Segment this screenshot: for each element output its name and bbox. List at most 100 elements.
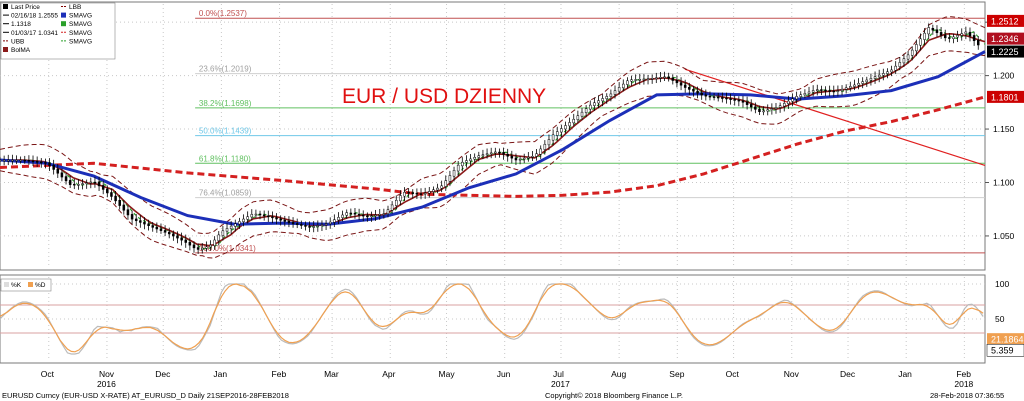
- price-candle-body: [0, 159, 2, 162]
- price-candle-body: [428, 191, 431, 194]
- price-candle-body: [250, 214, 254, 218]
- price-candle-body: [939, 32, 943, 36]
- price-candle-body: [52, 164, 55, 170]
- price-candle-body: [172, 233, 175, 237]
- price-candle-body: [361, 214, 365, 217]
- price-candle-body: [626, 80, 629, 85]
- price-candle-body: [906, 54, 910, 60]
- legend-swatch: [3, 47, 8, 52]
- price-candle-body: [935, 29, 939, 33]
- price-candle-body: [448, 175, 452, 182]
- price-candle-body: [948, 37, 951, 39]
- price-candle-body: [456, 164, 460, 172]
- price-candle-body: [547, 139, 551, 146]
- price-candle-body: [849, 86, 852, 89]
- price-candle-body: [828, 90, 831, 92]
- price-candle-body: [803, 93, 807, 96]
- oscillator-value-label: 5.359: [991, 346, 1014, 356]
- price-candle-body: [15, 159, 18, 162]
- price-candle-body: [609, 93, 613, 97]
- x-axis-year-label: 2016: [97, 379, 116, 389]
- price-candle-body: [502, 152, 505, 155]
- price-candle-body: [754, 106, 757, 110]
- fib-level-label: 50.0%(1.1439): [199, 127, 252, 136]
- price-candle-body: [320, 224, 324, 226]
- price-candle-body: [642, 78, 646, 81]
- price-candle-body: [675, 79, 679, 84]
- fib-level-label: 61.8%(1.1180): [199, 154, 251, 163]
- price-candle-body: [180, 237, 183, 241]
- oscillator-value-tag: [987, 333, 1024, 346]
- y-axis-tick-label: 1.200: [993, 71, 1015, 81]
- price-candle-body: [688, 87, 691, 90]
- price-candle-body: [139, 220, 142, 223]
- price-candle-body: [824, 89, 827, 92]
- price-candle-body: [923, 32, 926, 40]
- x-axis-month-label: Dec: [155, 369, 171, 379]
- x-axis-month-label: Feb: [272, 369, 287, 379]
- price-candle-body: [774, 107, 778, 109]
- oscillator-legend-entry: %K: [11, 282, 22, 289]
- x-axis-month-label: Jul: [553, 369, 564, 379]
- price-candle-body: [85, 182, 88, 185]
- price-candle-body: [716, 96, 720, 99]
- price-candle-body: [956, 34, 959, 38]
- price-candle-body: [7, 159, 10, 162]
- price-candle-body: [386, 209, 390, 214]
- price-candle-body: [506, 153, 509, 157]
- fib-level-label: 0.0%(1.2537): [199, 9, 247, 18]
- price-candle-body: [820, 89, 823, 91]
- x-axis-month-label: Aug: [611, 369, 626, 379]
- price-candle-body: [861, 81, 864, 84]
- price-candle-body: [655, 77, 658, 80]
- price-candle-body: [799, 94, 803, 97]
- price-candle-body: [898, 62, 902, 67]
- price-candle-body: [976, 39, 980, 46]
- price-candle-body: [11, 159, 14, 162]
- price-candle-body: [494, 151, 497, 154]
- price-candle-body: [919, 38, 922, 46]
- price-candle-body: [275, 217, 278, 220]
- x-axis-month-label: Jun: [497, 369, 511, 379]
- price-candle-body: [436, 187, 439, 191]
- legend-entry: SMAVG: [69, 38, 92, 45]
- price-candle-body: [155, 226, 159, 230]
- upper-bollinger-band: [0, 16, 986, 235]
- price-candle-body: [811, 90, 815, 93]
- price-candle-body: [551, 134, 555, 141]
- price-candle-body: [543, 143, 547, 150]
- price-candle-body: [514, 157, 518, 161]
- price-candle-body: [663, 76, 666, 79]
- price-candle-body: [267, 215, 270, 218]
- price-candle-body: [77, 184, 80, 186]
- price-candle-body: [745, 101, 749, 105]
- legend-entry: UBB: [11, 38, 24, 45]
- price-candle-body: [81, 183, 84, 185]
- price-candle-body: [481, 154, 485, 157]
- footer-copyright: Copyright© 2018 Bloomberg Finance L.P.: [545, 391, 683, 400]
- x-axis-month-label: May: [439, 369, 456, 379]
- price-candle-body: [853, 84, 856, 87]
- price-candle-body: [118, 199, 121, 206]
- price-candle-body: [915, 44, 918, 52]
- legend-entry: SMAVG: [69, 30, 92, 37]
- price-candle-body: [555, 131, 559, 136]
- price-candle-body: [333, 219, 336, 223]
- price-candle-body: [968, 31, 972, 37]
- price-candle-body: [324, 223, 328, 225]
- price-candle-body: [572, 118, 575, 124]
- price-candle-body: [213, 239, 216, 246]
- x-axis-month-label: Nov: [784, 369, 800, 379]
- price-candle-body: [584, 108, 588, 113]
- price-candle-body: [312, 226, 315, 228]
- price-candle-body: [407, 191, 410, 194]
- price-candle-body: [304, 225, 307, 227]
- x-axis-year-label: 2017: [551, 379, 570, 389]
- price-candle-body: [48, 162, 51, 166]
- price-candle-body: [196, 247, 200, 250]
- price-candle-body: [403, 191, 406, 197]
- price-candle-body: [873, 76, 877, 79]
- price-candle-body: [634, 79, 637, 81]
- price-candle-body: [246, 216, 249, 220]
